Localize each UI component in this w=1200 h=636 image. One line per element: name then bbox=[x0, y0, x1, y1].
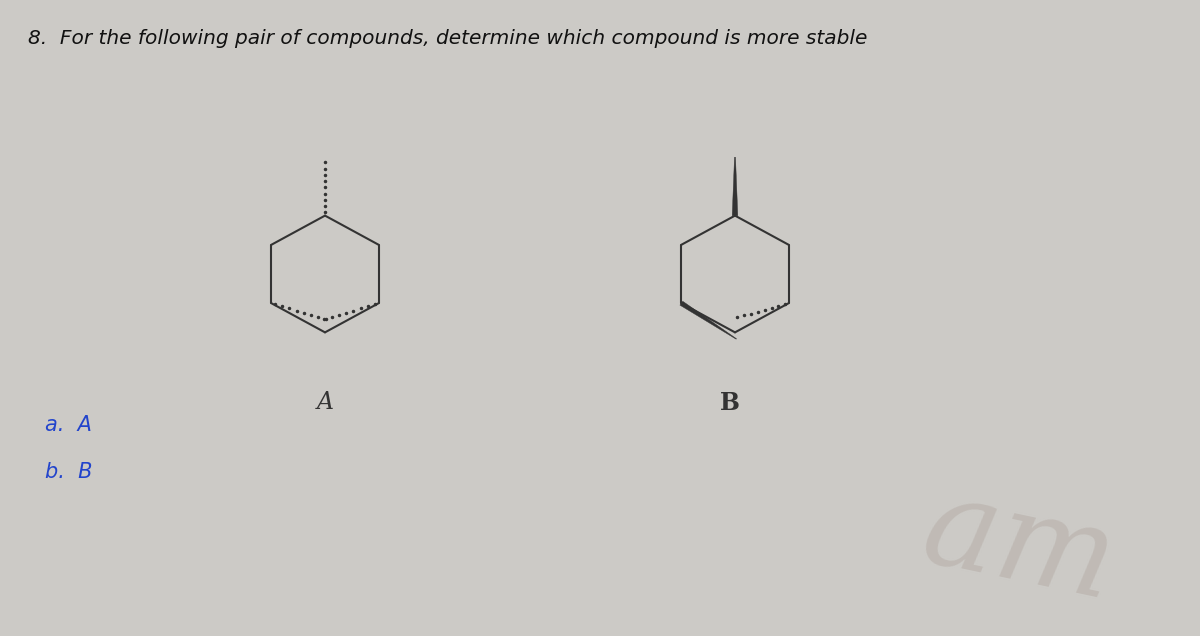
Polygon shape bbox=[732, 157, 738, 216]
Text: A: A bbox=[317, 392, 334, 415]
Text: 8.  For the following pair of compounds, determine which compound is more stable: 8. For the following pair of compounds, … bbox=[28, 29, 868, 48]
Polygon shape bbox=[680, 301, 737, 339]
Text: B: B bbox=[720, 391, 740, 415]
Text: b.  B: b. B bbox=[46, 462, 92, 481]
Text: am: am bbox=[913, 467, 1127, 626]
Text: a.  A: a. A bbox=[46, 415, 92, 434]
